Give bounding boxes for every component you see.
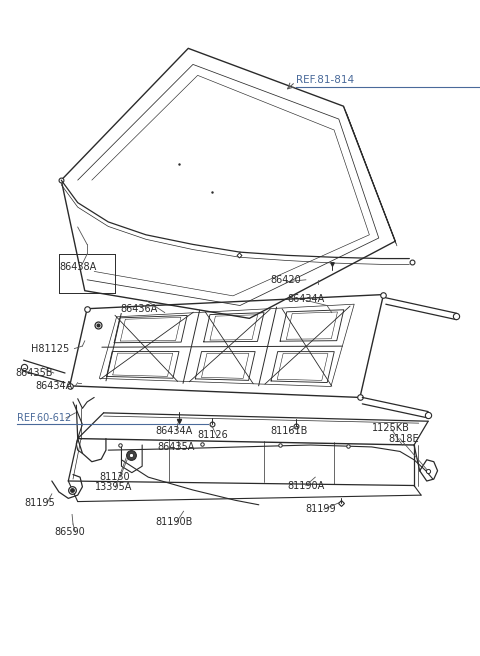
Text: 8118E: 8118E [388, 434, 419, 443]
Text: 86438A: 86438A [59, 262, 96, 272]
Text: 86434A: 86434A [287, 294, 324, 304]
Text: 81199: 81199 [306, 504, 336, 514]
Text: 86420: 86420 [271, 275, 301, 285]
Text: 86436A: 86436A [120, 304, 157, 314]
Text: 86434A: 86434A [156, 426, 192, 436]
Text: REF.60-612: REF.60-612 [16, 413, 71, 423]
Text: 81190A: 81190A [287, 480, 324, 491]
Text: 86434A: 86434A [36, 381, 72, 391]
Text: 81130: 81130 [99, 472, 130, 482]
Text: 81126: 81126 [198, 430, 228, 440]
Text: 86435B: 86435B [15, 368, 53, 378]
Text: REF.81-814: REF.81-814 [297, 75, 355, 85]
Text: 13395A: 13395A [95, 482, 132, 493]
Text: 81161B: 81161B [271, 426, 308, 436]
Text: 86590: 86590 [54, 527, 85, 537]
Text: 86435A: 86435A [157, 442, 195, 452]
Text: 1125KB: 1125KB [372, 422, 409, 433]
Text: 81195: 81195 [24, 498, 55, 508]
Text: 81190B: 81190B [156, 517, 192, 527]
Text: H81125: H81125 [31, 344, 69, 354]
